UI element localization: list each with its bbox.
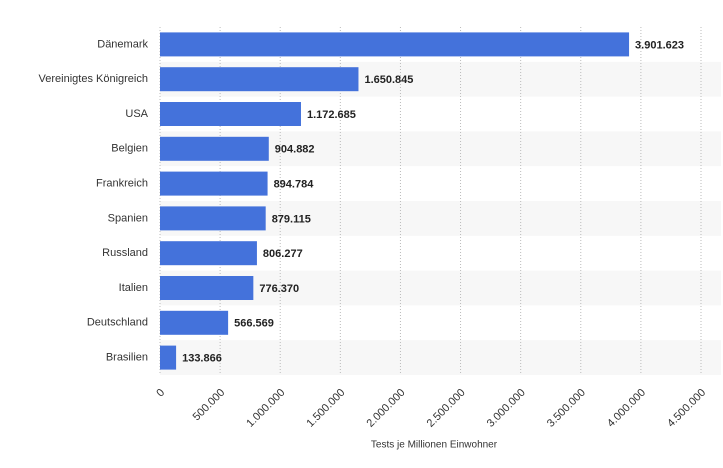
bar: [160, 241, 257, 266]
row-background: [160, 270, 721, 306]
x-tick-label: 3.000.000: [485, 387, 528, 430]
bar: [160, 276, 254, 300]
bar: [160, 67, 359, 92]
row-background: [160, 340, 721, 375]
y-tick-label: Italien: [119, 282, 148, 294]
data-label: 1.172.685: [307, 109, 356, 121]
bar: [160, 345, 177, 370]
x-tick-label: 2.500.000: [425, 387, 468, 430]
data-label: 1.650.845: [364, 74, 413, 86]
x-tick-label: 0: [154, 387, 167, 400]
data-label: 879.115: [272, 213, 311, 225]
data-label: 133.866: [182, 353, 222, 365]
bar: [160, 310, 229, 335]
bar: [160, 136, 269, 161]
data-label: 894.784: [274, 179, 315, 191]
y-tick-label: Frankreich: [96, 178, 148, 190]
data-label: 904.882: [275, 144, 315, 156]
y-tick-label: Russland: [102, 247, 148, 259]
x-tick-label: 500.000: [191, 387, 228, 424]
data-label: 776.370: [259, 283, 299, 295]
x-tick-label: 1.000.000: [244, 387, 287, 430]
y-tick-label: Dänemark: [97, 38, 148, 50]
y-tick-label: Brasilien: [106, 352, 148, 364]
data-label: 3.901.623: [635, 39, 684, 51]
x-tick-label: 1.500.000: [304, 387, 347, 430]
bar: [160, 32, 630, 57]
x-tick-label: 4.500.000: [665, 387, 708, 430]
bar: [160, 171, 268, 196]
bar: [160, 102, 301, 126]
y-tick-label: Belgien: [111, 143, 148, 155]
y-tick-label: Vereinigtes Königreich: [39, 73, 148, 85]
y-tick-label: USA: [125, 108, 148, 120]
x-tick-label: 2.000.000: [365, 387, 408, 430]
y-tick-label: Spanien: [108, 212, 148, 224]
x-tick-label: 4.000.000: [605, 387, 648, 430]
y-tick-label: Deutschland: [87, 317, 148, 329]
x-tick-label: 3.500.000: [545, 387, 588, 430]
data-label: 566.569: [234, 318, 274, 330]
bar: [160, 206, 266, 231]
data-label: 806.277: [263, 248, 303, 260]
x-axis-label: Tests je Millionen Einwohner: [371, 440, 498, 451]
